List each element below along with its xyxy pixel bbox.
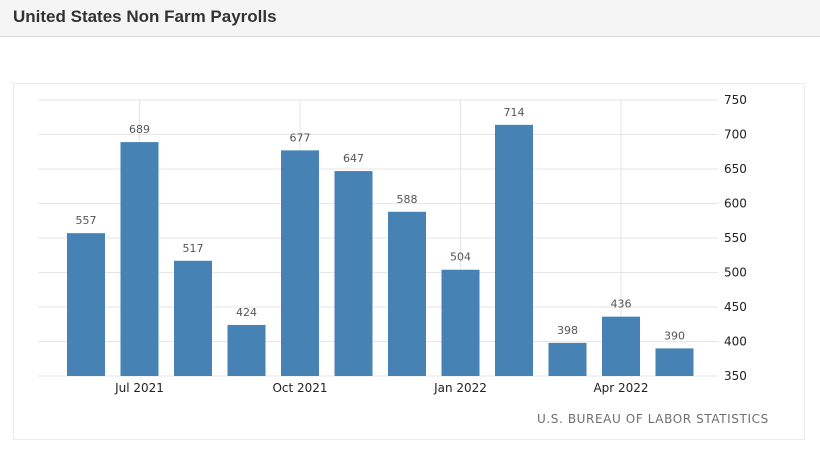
y-tick-label: 550 [724,231,747,245]
y-axis: 350 400 450 500 550 600 650 700 750 [724,93,747,383]
y-tick-label: 700 [724,128,747,142]
data-label: 504 [450,251,471,264]
data-label: 424 [236,306,257,319]
bar [602,316,640,376]
bar [655,348,694,376]
value-labels: 557 689 517 424 677 647 588 504 714 398 436 390 [76,106,686,343]
y-tick-label: 400 [724,335,747,349]
y-tick-label: 450 [724,300,747,314]
y-tick-label: 600 [724,197,747,211]
data-label: 398 [557,324,578,337]
bar [441,269,480,376]
bar [120,142,159,376]
bars [67,124,694,376]
x-tick-label: Oct 2021 [272,381,327,395]
data-label: 557 [76,214,97,227]
source-label: U.S. BUREAU OF LABOR STATISTICS [537,412,769,426]
y-tick-label: 750 [724,93,747,107]
y-tick-label: 650 [724,162,747,176]
bar [227,324,266,376]
bar [334,171,373,376]
y-tick-label: 500 [724,266,747,280]
bar [174,260,212,376]
data-label: 647 [343,152,364,165]
bar [548,342,587,376]
y-tick-label: 350 [724,369,747,383]
data-label: 436 [611,298,632,311]
chart-title: United States Non Farm Payrolls [13,7,277,26]
x-tick-label: Jan 2022 [433,381,487,395]
data-label: 517 [183,242,204,255]
x-axis: Jul 2021 Oct 2021 Jan 2022 Apr 2022 [114,381,648,395]
data-label: 588 [397,193,418,206]
data-label: 689 [129,123,150,136]
chart-header: United States Non Farm Payrolls [0,0,820,37]
bar [495,124,533,376]
x-tick-label: Apr 2022 [593,381,648,395]
data-label: 714 [504,106,525,119]
data-label: 390 [664,329,685,342]
data-label: 677 [290,131,311,144]
x-tick-label: Jul 2021 [114,381,164,395]
bar [67,233,105,376]
bar [281,150,319,376]
bar [388,211,426,376]
